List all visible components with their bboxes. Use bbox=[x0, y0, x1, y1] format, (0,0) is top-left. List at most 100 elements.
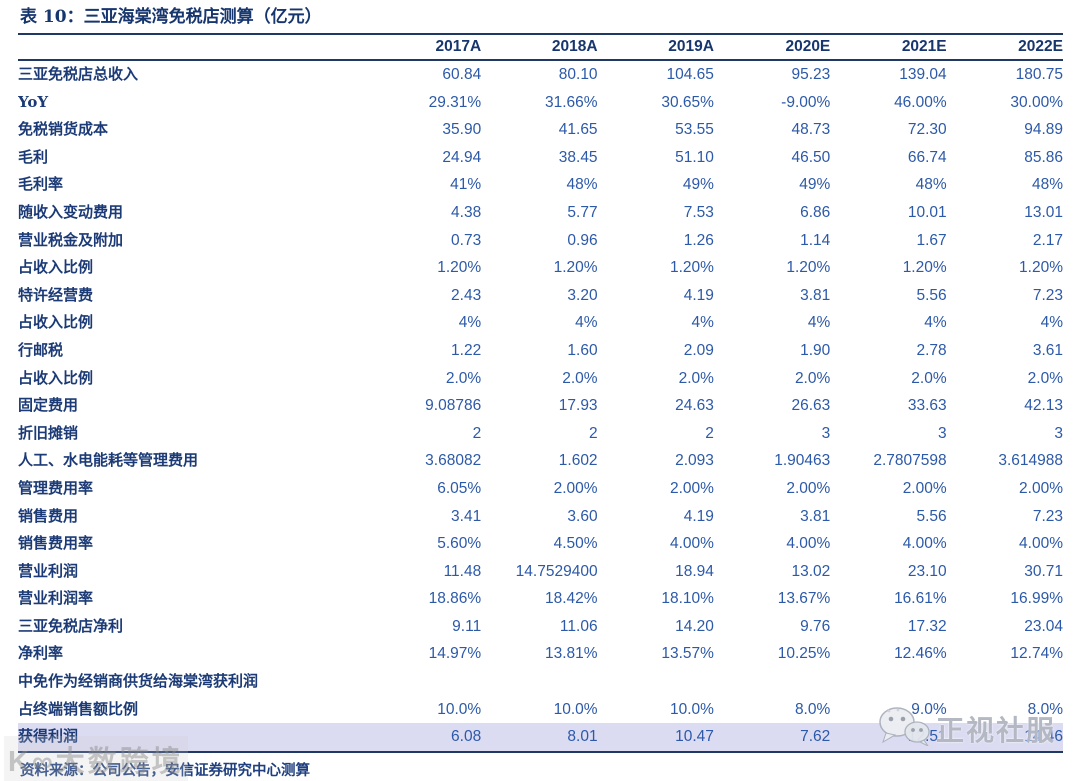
cell-value: 29.31% bbox=[428, 93, 482, 111]
cell-value: 139.04 bbox=[899, 66, 947, 83]
cell-value: 2.00% bbox=[1019, 479, 1063, 497]
row-label: 人工、水电能耗等管理费用 bbox=[18, 451, 199, 470]
cell-value: 24.63 bbox=[675, 397, 714, 415]
cell-value: 4% bbox=[458, 314, 482, 332]
row-label: 获得利润 bbox=[18, 723, 365, 753]
table-row: 净利率 14.97% 13.81% 13.57% 10.25% 12.46% 12.74% bbox=[18, 640, 1063, 668]
cell-value: 3 bbox=[821, 424, 831, 442]
cell-value: 16.61% bbox=[894, 590, 947, 608]
row-label: 免税销货成本 bbox=[18, 120, 109, 139]
cell-value: 23.10 bbox=[907, 562, 947, 580]
cell-value: 2.0% bbox=[445, 369, 482, 387]
cell-value: 3 bbox=[1054, 424, 1063, 442]
row-label: 特许经营费 bbox=[18, 285, 94, 304]
cell-value: 13.81% bbox=[544, 645, 598, 663]
table-row: 营业税金及附加 0.73 0.96 1.26 1.14 1.67 2.17 bbox=[18, 227, 1063, 255]
table-row: 营业利润率 18.86% 18.42% 18.10% 13.67% 16.61% 16.99… bbox=[18, 585, 1063, 613]
row-label: 营业税金及附加 bbox=[18, 230, 124, 249]
cell-value: 3.61 bbox=[1032, 341, 1063, 359]
cell-value: 6.05% bbox=[437, 479, 482, 497]
cell-value: 3.60 bbox=[567, 507, 598, 525]
table-row: 占终端销售额比例 10.0% 10.0% 10.0% 8.0% 9.0% 8.0% bbox=[18, 696, 1063, 724]
cell-value: 3.614988 bbox=[998, 452, 1063, 470]
cell-value: 60.84 bbox=[442, 66, 482, 83]
cell-value: 180.75 bbox=[1015, 66, 1063, 83]
cell-value: 2.7807598 bbox=[873, 452, 947, 470]
cell-value: 30.65% bbox=[661, 93, 714, 111]
cell-value: 17.32 bbox=[907, 617, 947, 635]
cell-value: 7.53 bbox=[683, 203, 714, 221]
cell-value: 14.97% bbox=[428, 645, 482, 663]
cell-value: 48% bbox=[566, 176, 598, 194]
cell-value: 17.93 bbox=[558, 397, 598, 415]
cell-value: 41.65 bbox=[558, 121, 598, 139]
row-label: 三亚免税店总收入 bbox=[18, 65, 139, 83]
cell-value: 12.51 bbox=[830, 723, 947, 753]
table-row: 占收入比例 1.20% 1.20% 1.20% 1.20% 1.20% 1.20% bbox=[18, 254, 1063, 282]
row-label: 行邮税 bbox=[18, 340, 64, 359]
row-label: 毛利 bbox=[18, 147, 49, 166]
cell-value: 4% bbox=[924, 314, 947, 332]
cell-value: -9.00% bbox=[781, 93, 831, 111]
cell-value: 1.14 bbox=[800, 231, 831, 249]
table-row: 毛利率 41% 48% 49% 49% 48% 48% bbox=[18, 171, 1063, 199]
row-label: 折旧摊销 bbox=[18, 423, 79, 442]
financial-table: 2017A 2018A 2019A 2020E 2021E 2022E 三亚免税店总收入 6… bbox=[18, 35, 1063, 753]
cell-value: 38.45 bbox=[558, 148, 598, 166]
table-row: 三亚免税店总收入 60.84 80.10 104.65 95.23 139.04 180.7… bbox=[18, 60, 1063, 89]
row-label: 净利率 bbox=[18, 644, 64, 663]
cell-value: 9.76 bbox=[800, 617, 831, 635]
cell-value: 10.0% bbox=[437, 700, 482, 718]
row-label: 营业利润率 bbox=[18, 589, 94, 608]
cell-value: 31.66% bbox=[544, 93, 598, 111]
table-row: 管理费用率 6.05% 2.00% 2.00% 2.00% 2.00% 2.00% bbox=[18, 475, 1063, 503]
cell-value: 5.56 bbox=[916, 507, 947, 525]
cell-value: 9.08786 bbox=[425, 397, 482, 415]
cell-value: 14.20 bbox=[675, 617, 714, 635]
cell-value: 4% bbox=[807, 314, 831, 332]
table-row: 折旧摊销 2 2 2 3 3 3 bbox=[18, 420, 1063, 448]
cell-value: 2.093 bbox=[675, 452, 714, 470]
row-label: 占收入比例 bbox=[18, 258, 94, 277]
cell-value: 8.01 bbox=[481, 723, 598, 753]
column-header-2018A: 2018A bbox=[481, 35, 598, 61]
table-row: 中免作为经销商供货给海棠湾获利润 bbox=[18, 668, 1063, 696]
cell-value: 66.74 bbox=[907, 148, 947, 166]
row-label: 占收入比例 bbox=[18, 368, 94, 387]
table-row: YoY 29.31% 31.66% 30.65% -9.00% 46.00% 30.00% bbox=[18, 89, 1063, 117]
cell-value: 3.68082 bbox=[425, 452, 482, 470]
cell-value: 1.20% bbox=[437, 259, 482, 277]
column-header-2019A: 2019A bbox=[597, 35, 714, 61]
cell-value: 46.00% bbox=[894, 93, 947, 111]
table-row: 免税销货成本 35.90 41.65 53.55 48.73 72.30 94.89 bbox=[18, 116, 1063, 144]
cell-value: 11.48 bbox=[443, 562, 482, 580]
cell-value: 30.71 bbox=[1024, 562, 1063, 580]
cell-value: 4.00% bbox=[669, 535, 714, 553]
cell-value: 24.94 bbox=[442, 148, 482, 166]
row-label: 三亚免税店净利 bbox=[18, 616, 124, 635]
cell-value: 13.57% bbox=[661, 645, 714, 663]
cell-value: 2.00% bbox=[902, 479, 947, 497]
table-row: 销售费用率 5.60% 4.50% 4.00% 4.00% 4.00% 4.00% bbox=[18, 530, 1063, 558]
row-label: 中免作为经销商供货给海棠湾获利润 bbox=[18, 672, 259, 691]
cell-value: 18.94 bbox=[675, 562, 714, 580]
table-row: 三亚免税店净利 9.11 11.06 14.20 9.76 17.32 23.04 bbox=[18, 613, 1063, 641]
cell-value: 13.67% bbox=[777, 590, 831, 608]
cell-value: 10.01 bbox=[907, 203, 947, 221]
table-row: 行邮税 1.22 1.60 2.09 1.90 2.78 3.61 bbox=[18, 337, 1063, 365]
table-title: 表 10：三亚海棠湾免税店测算（亿元） bbox=[18, 4, 1063, 35]
table-row: 占收入比例 4% 4% 4% 4% 4% 4% bbox=[18, 309, 1063, 337]
table-row: 人工、水电能耗等管理费用 3.68082 1.602 2.093 1.90463 2.78… bbox=[18, 447, 1063, 475]
cell-value: 1.26 bbox=[683, 231, 714, 249]
cell-value: 2.0% bbox=[794, 369, 831, 387]
cell-value: 4.50% bbox=[553, 535, 598, 553]
cell-value: 104.65 bbox=[666, 66, 714, 83]
table-row: 销售费用 3.41 3.60 4.19 3.81 5.56 7.23 bbox=[18, 503, 1063, 531]
cell-value: 42.13 bbox=[1024, 397, 1063, 415]
cell-value: 1.67 bbox=[916, 231, 947, 249]
cell-value: 0.96 bbox=[567, 231, 598, 249]
cell-value: 10.47 bbox=[597, 723, 714, 753]
cell-value: 41% bbox=[450, 176, 482, 194]
cell-value bbox=[365, 668, 481, 696]
cell-value: 13.02 bbox=[791, 562, 831, 580]
